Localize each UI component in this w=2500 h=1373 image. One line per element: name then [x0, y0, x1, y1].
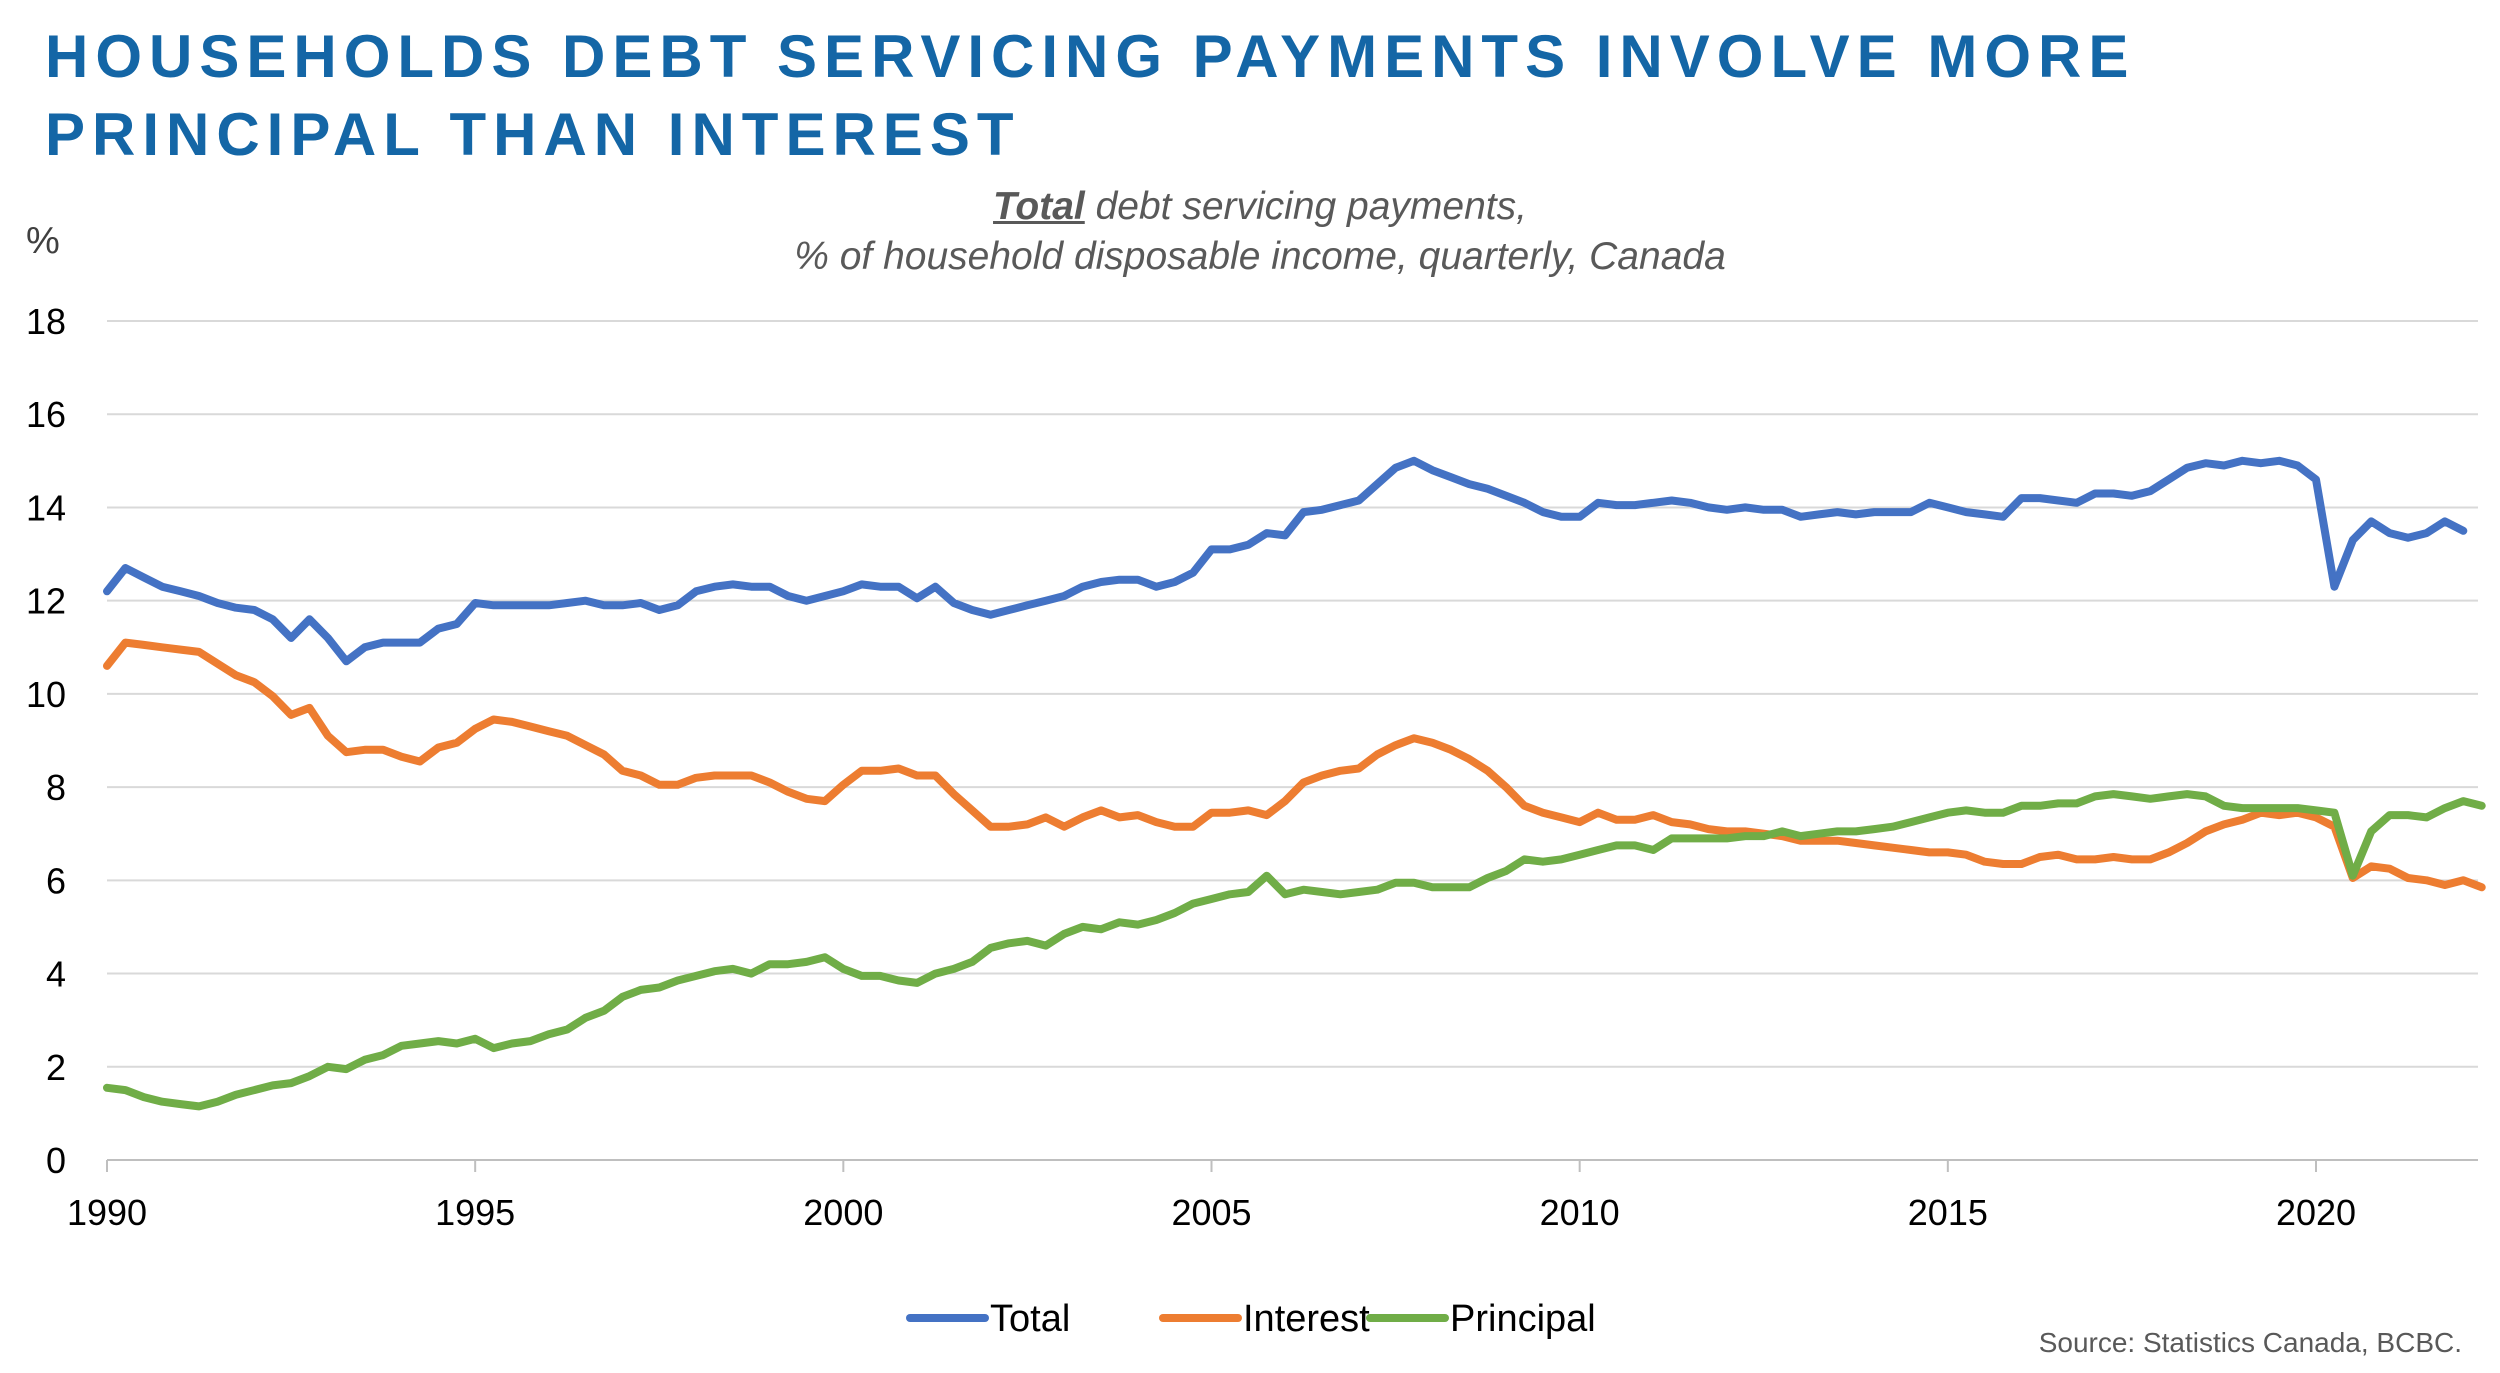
chart-subtitle-rest: debt servicing payments,: [1084, 185, 1527, 228]
y-axis-tick-labels: 0 2 4 6 8 10 12 14 16 18: [26, 301, 66, 1181]
x-tick-label-1995: 1995: [435, 1192, 515, 1233]
chart-title: HOUSEHOLDS DEBT SERVICING PAYMENTS INVOL…: [45, 18, 2445, 174]
y-tick-label-0: 0: [46, 1140, 66, 1181]
y-tick-label-18: 18: [26, 301, 66, 342]
source-note: Source: Statistics Canada, BCBC.: [2038, 1327, 2462, 1358]
series-lines: [103, 456, 2486, 1111]
x-tick-label-2020: 2020: [2276, 1192, 2356, 1233]
chart-subtitle: Total debt servicing payments, % of hous…: [0, 182, 2500, 282]
y-tick-label-4: 4: [46, 954, 66, 995]
legend: Total Interest Principal: [906, 1298, 1596, 1340]
x-axis: 1990 1995 2000 2005 2010 2015 2020: [67, 1159, 2478, 1233]
x-tick-label-2015: 2015: [1908, 1192, 1988, 1233]
x-tick-label-2000: 2000: [803, 1192, 883, 1233]
gridlines: [107, 320, 2478, 1068]
series-line-total: [103, 456, 2468, 666]
series-line-interest: [103, 638, 2486, 892]
x-tick-label-2010: 2010: [1540, 1192, 1620, 1233]
chart-subtitle-line-2: % of household disposable income, quarte…: [794, 235, 1726, 278]
y-tick-label-10: 10: [26, 674, 66, 715]
chart-subtitle-emphasis: Total: [993, 185, 1085, 228]
x-tick-label-2005: 2005: [1171, 1192, 1251, 1233]
legend-label-interest: Interest: [1243, 1298, 1370, 1340]
y-tick-label-2: 2: [46, 1047, 66, 1088]
series-line-principal: [103, 790, 2486, 1111]
y-tick-label-16: 16: [26, 394, 66, 435]
y-tick-label-8: 8: [46, 767, 66, 808]
y-tick-label-14: 14: [26, 487, 66, 528]
y-tick-label-12: 12: [26, 581, 66, 622]
y-tick-label-6: 6: [46, 860, 66, 901]
chart-title-line-1: HOUSEHOLDS DEBT SERVICING PAYMENTS INVOL…: [45, 23, 2136, 90]
y-axis-unit-label: %: [26, 220, 60, 262]
chart-title-line-2: PRINCIPAL THAN INTEREST: [45, 101, 1021, 168]
chart-subtitle-line-1: Total debt servicing payments,: [20, 182, 2500, 232]
legend-label-principal: Principal: [1450, 1298, 1596, 1340]
x-tick-label-1990: 1990: [67, 1192, 147, 1233]
legend-label-total: Total: [990, 1298, 1070, 1340]
